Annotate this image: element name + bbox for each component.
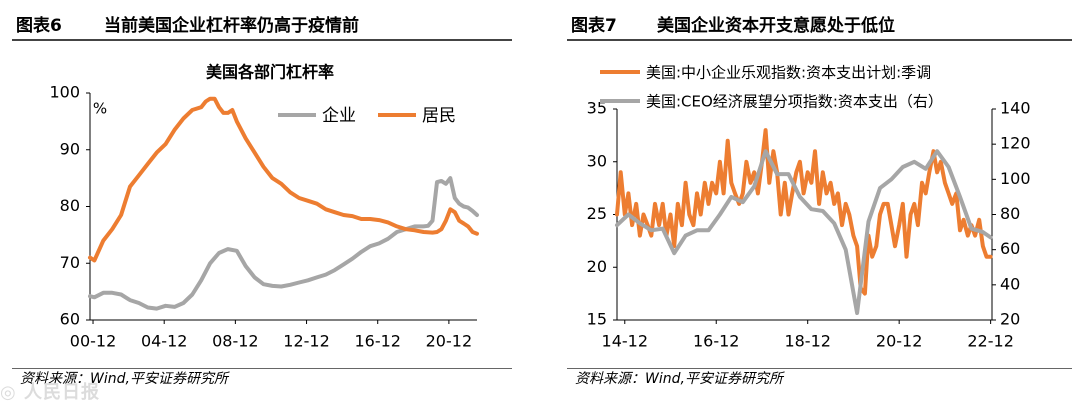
y-tick-label: 100	[49, 83, 80, 102]
chart-title: 美国各部门杠杆率	[206, 63, 334, 82]
y-tick-label: 60	[60, 310, 80, 329]
y-tick-label: 90	[60, 139, 80, 158]
y-tick-label-left: 25	[587, 204, 607, 223]
figure-6-source: 资料来源：Wind,平安证券研究所	[12, 368, 512, 389]
x-tick-label: 20-12	[426, 332, 473, 351]
y-tick-label: 70	[60, 253, 80, 272]
x-tick-label: 16-12	[354, 332, 401, 351]
legend-label: 美国:中小企业乐观指数:资本支出计划:季调	[646, 64, 931, 82]
y-tick-label-left: 20	[587, 257, 607, 276]
y-tick-label-right: 140	[1000, 99, 1031, 118]
x-tick-label: 04-12	[141, 332, 188, 351]
figure-6-panel: 图表6 当前美国企业杠杆率仍高于疫情前 美国各部门杠杆率 60 70 80 90 100%…	[0, 0, 520, 407]
figure-7-chart: 15 20 25 30 35 20 40 60 80 100 120 140 14-12 16-12 18-…	[587, 64, 1031, 351]
figure-6-header: 图表6 当前美国企业杠杆率仍高于疫情前	[12, 13, 512, 41]
y-tick-label-right: 60	[1000, 239, 1020, 258]
y-tick-label-right: 120	[1000, 134, 1031, 153]
x-tick-label: 22-12	[967, 332, 1014, 351]
y-tick-label: 80	[60, 196, 80, 215]
x-tick-label: 16-12	[693, 332, 740, 351]
y-tick-label-left: 30	[587, 151, 607, 170]
figure-6-number: 图表6	[16, 16, 62, 36]
y-tick-label-right: 80	[1000, 204, 1020, 223]
figure-6-chart: 美国各部门杠杆率 60 70 80 90 100% 00-12 04-12 08-12 12-12…	[49, 63, 479, 351]
figure-7-panel: 图表7 美国企业资本开支意愿处于低位 15 20 25 30 35 20 40 60 80 100…	[555, 0, 1080, 407]
x-tick-label: 12-12	[283, 332, 330, 351]
series-line-corporate	[88, 176, 479, 311]
x-tick-label: 14-12	[602, 332, 649, 351]
series-line-household	[88, 96, 479, 263]
watermark: ◎ 人民日报	[0, 382, 100, 403]
y-tick-label-left: 35	[587, 99, 607, 118]
y-tick-label-left: 15	[587, 310, 607, 329]
series-line-sme-capex	[615, 128, 993, 296]
x-tick-label: 18-12	[784, 332, 831, 351]
y-tick-label-right: 40	[1000, 274, 1020, 293]
y-tick-label-right: 20	[1000, 310, 1020, 329]
x-tick-label: 20-12	[876, 332, 923, 351]
figure-6-title: 当前美国企业杠杆率仍高于疫情前	[104, 16, 359, 36]
figure-7-title: 美国企业资本开支意愿处于低位	[657, 16, 895, 36]
figure-7-header: 图表7 美国企业资本开支意愿处于低位	[567, 13, 1072, 41]
figure-7-source: 资料来源：Wind,平安证券研究所	[567, 368, 1072, 389]
legend-label: 企业	[322, 106, 356, 126]
legend-label: 居民	[422, 106, 456, 126]
y-tick-label-right: 100	[1000, 169, 1031, 188]
figure-7-number: 图表7	[571, 16, 617, 36]
legend-label: 美国:CEO经济展望分项指数:资本支出（右）	[646, 93, 943, 111]
x-tick-label: 00-12	[70, 332, 117, 351]
y-unit-label: %	[93, 100, 107, 118]
x-tick-label: 08-12	[212, 332, 259, 351]
series-line-ceo-capex	[615, 149, 993, 315]
